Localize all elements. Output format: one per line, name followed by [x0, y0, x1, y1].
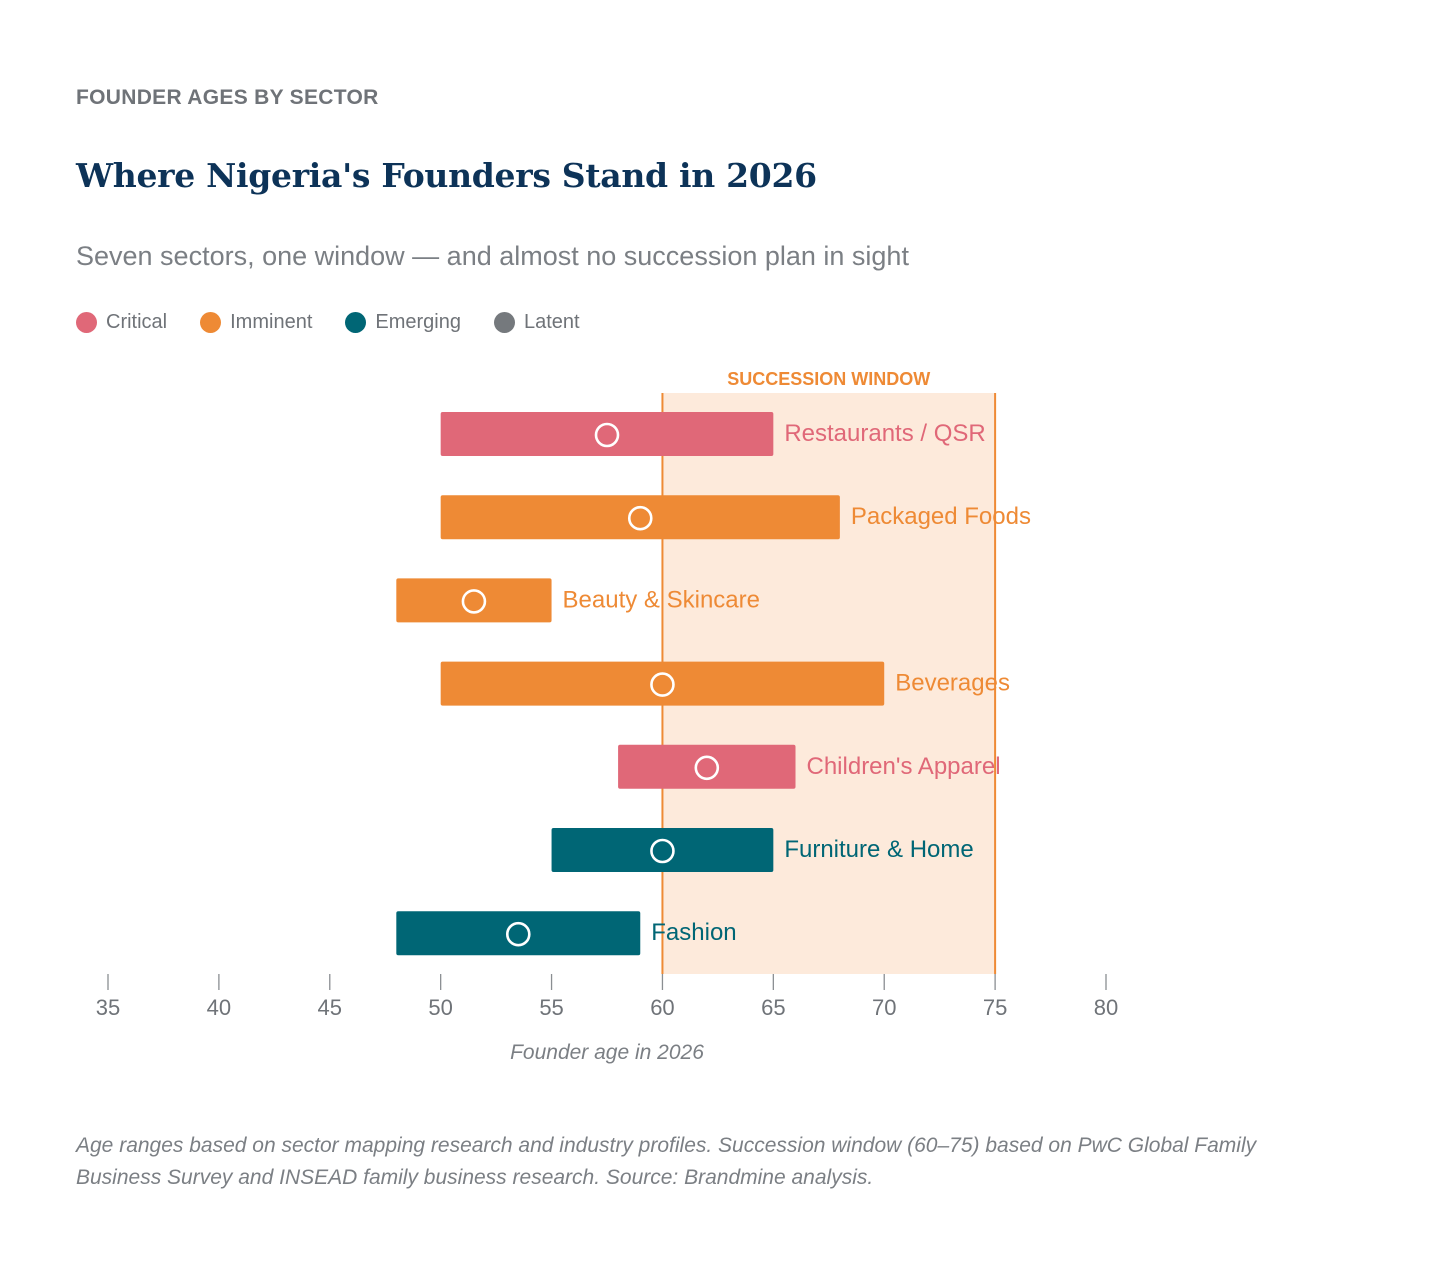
- range-bar-restaurants-qsr: [440, 412, 774, 456]
- sector-label-children-s-apparel: Children's Apparel: [807, 753, 1001, 780]
- x-tick-label-40: 40: [207, 995, 231, 1020]
- x-tick-label-80: 80: [1094, 995, 1118, 1020]
- x-tick-label-65: 65: [761, 995, 785, 1020]
- legend-item-imminent: Imminent: [200, 311, 312, 334]
- range-bar-beverages: [440, 661, 885, 706]
- chart-subtitle: Seven sectors, one window — and almost n…: [76, 241, 909, 271]
- median-marker-children-s-apparel: [694, 755, 720, 781]
- x-tick-label-50: 50: [428, 995, 452, 1020]
- succession-window-label: SUCCESSION WINDOW: [727, 369, 930, 389]
- chart-eyebrow: FOUNDER AGES BY SECTOR: [76, 86, 379, 109]
- range-bar-fashion: [396, 911, 641, 956]
- x-tick-label-60: 60: [650, 995, 674, 1020]
- legend-swatch-critical: [76, 311, 97, 333]
- legend-label-emerging: Emerging: [375, 310, 461, 333]
- legend-item-emerging: Emerging: [345, 311, 461, 334]
- median-marker-beauty-skincare: [461, 589, 487, 614]
- chart-footnote: Age ranges based on sector mapping resea…: [76, 1134, 1257, 1189]
- legend-item-latent: Latent: [493, 310, 580, 334]
- legend-swatch-imminent: [200, 311, 222, 333]
- range-bar-packaged-foods: [440, 495, 840, 540]
- chart-legend: Critical Imminent Emerging Latent: [76, 308, 613, 336]
- sector-label-beverages: Beverages: [895, 670, 1010, 697]
- median-marker-packaged-foods: [627, 505, 653, 531]
- median-marker-beverages: [650, 672, 675, 697]
- x-tick-label-55: 55: [539, 995, 563, 1020]
- range-bar-children-s-apparel: [618, 744, 796, 789]
- legend-label-critical: Critical: [106, 310, 168, 333]
- x-tick-label-45: 45: [318, 995, 342, 1020]
- x-tick-label-35: 35: [96, 995, 120, 1020]
- range-bar-chart: SUCCESSION WINDOW Restaurants / QSR Packag…: [96, 369, 1118, 1064]
- range-bar-furniture-home: [551, 828, 774, 872]
- legend-label-imminent: Imminent: [230, 310, 313, 333]
- legend-swatch-emerging: [345, 311, 367, 333]
- range-bar-beauty-skincare: [396, 578, 552, 623]
- sector-label-beauty-skincare: Beauty & Skincare: [563, 586, 760, 613]
- chart-title: Where Nigeria's Founders Stand in 2026: [76, 156, 817, 195]
- median-marker-fashion: [505, 921, 531, 947]
- sector-label-packaged-foods: Packaged Foods: [851, 503, 1031, 530]
- median-marker-furniture-home: [650, 838, 675, 864]
- x-tick-label-70: 70: [872, 995, 896, 1020]
- median-marker-restaurants-qsr: [594, 422, 620, 448]
- legend-item-critical: Critical: [76, 311, 167, 334]
- sector-label-furniture-home: Furniture & Home: [784, 836, 973, 863]
- sector-label-restaurants-qsr: Restaurants / QSR: [784, 420, 985, 447]
- sector-label-fashion: Fashion: [651, 919, 736, 946]
- legend-swatch-latent: [493, 311, 515, 333]
- x-axis-label: Founder age in 2026: [510, 1041, 704, 1064]
- x-tick-label-75: 75: [983, 995, 1007, 1020]
- legend-label-latent: Latent: [523, 310, 580, 333]
